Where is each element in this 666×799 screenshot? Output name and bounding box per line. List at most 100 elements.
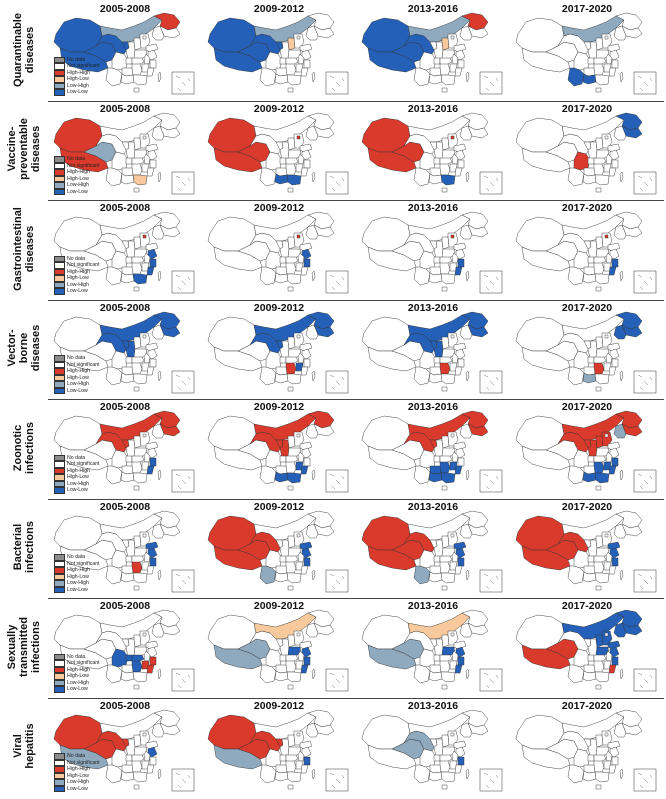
province-sx <box>287 236 296 250</box>
row-label: Zoonotic infections <box>0 398 48 498</box>
inset-islands <box>175 672 191 689</box>
legend-label: High-High <box>67 368 91 375</box>
period-title: 2013-2016 <box>407 102 459 115</box>
legend-swatch <box>54 255 65 262</box>
province-gd <box>440 671 456 683</box>
province-fj <box>300 67 309 77</box>
map-panel: 2005-2008 No data Not significant High-High… <box>48 597 202 697</box>
province-hub <box>439 455 453 464</box>
province-hen <box>133 248 148 259</box>
province-nm <box>561 712 625 739</box>
legend-item: High-High <box>54 69 100 76</box>
row-divider <box>48 399 664 400</box>
province-gd <box>286 373 302 384</box>
province-fj <box>608 266 617 276</box>
inset-islands <box>175 274 191 291</box>
legend-label: High-Low <box>67 673 89 680</box>
china-choropleth-map <box>515 112 657 194</box>
legend-label: Low-Low <box>67 89 88 96</box>
province-hen <box>133 348 148 358</box>
province-yn <box>259 664 277 684</box>
province-nm <box>407 115 471 142</box>
province-hun <box>593 461 605 474</box>
province-sx <box>133 535 142 548</box>
province-yn <box>413 664 431 684</box>
legend-swatch <box>54 188 65 195</box>
province-sc <box>573 250 591 270</box>
period-title: 2005-2008 <box>99 301 151 314</box>
china-choropleth-map <box>515 510 657 592</box>
province-cq <box>279 157 287 164</box>
province-han <box>287 87 294 93</box>
legend-item: Not significant <box>54 361 100 368</box>
legend-swatch <box>54 474 65 481</box>
province-tw <box>311 370 316 381</box>
legend-swatch <box>54 785 65 792</box>
province-nm <box>99 612 163 640</box>
province-hun <box>593 660 605 673</box>
china-choropleth-map <box>53 410 195 493</box>
inset-islands <box>637 772 653 788</box>
province-sx <box>595 634 604 648</box>
province-gd <box>440 771 456 782</box>
province-hen <box>441 646 456 657</box>
province-ln <box>151 423 165 439</box>
legend-label: Low-High <box>67 580 89 587</box>
legend-item: High-High <box>54 567 100 574</box>
province-fj <box>300 465 309 475</box>
china-choropleth-map <box>515 410 657 493</box>
province-yn <box>105 565 123 584</box>
province-cq <box>279 654 287 662</box>
legend-swatch <box>54 461 65 468</box>
province-ln <box>305 25 319 41</box>
province-sc <box>111 449 129 469</box>
province-cq <box>125 754 133 761</box>
province-nm <box>407 712 471 739</box>
legend-item: Low-High <box>54 580 100 587</box>
province-sx <box>133 435 142 449</box>
legend-item: Low-Low <box>54 188 100 195</box>
row-label: Vector-borne diseases <box>0 299 48 399</box>
province-han <box>441 87 448 93</box>
china-choropleth-map <box>207 510 349 592</box>
province-zj <box>303 756 311 765</box>
legend-label: Not significant <box>67 461 100 468</box>
province-hun <box>285 362 297 374</box>
map-panel: 2017-2020 <box>510 697 664 797</box>
province-fj <box>300 664 309 674</box>
province-cq <box>279 455 287 463</box>
legend-swatch <box>54 268 65 275</box>
legend-swatch <box>54 653 65 660</box>
legend-swatch <box>54 560 65 567</box>
province-cq <box>587 256 595 264</box>
map-panel: 2017-2020 <box>510 597 664 697</box>
legend-label: No data <box>67 554 86 561</box>
province-yn <box>105 266 123 286</box>
inset-islands <box>483 175 499 191</box>
province-yn <box>567 565 585 584</box>
province-ln <box>151 224 165 240</box>
legend-item: High-Low <box>54 474 100 481</box>
province-nm <box>561 115 625 142</box>
legend-item: High-High <box>54 368 100 375</box>
province-han <box>595 386 602 391</box>
province-hub <box>285 754 299 762</box>
legend-swatch <box>54 573 65 580</box>
province-tw <box>465 171 470 182</box>
disease-row: 2005-2008 No data Not significant High-High… <box>48 498 664 598</box>
row-label-text: Sexually transmitted infections <box>6 616 43 677</box>
legend-label: Low-Low <box>67 288 88 295</box>
province-han <box>133 87 140 93</box>
map-panel: 2017-2020 <box>510 398 664 498</box>
province-fj <box>146 764 155 773</box>
map-panel: 2017-2020 <box>510 498 664 598</box>
legend-item: High-High <box>54 268 100 275</box>
province-sx <box>133 236 142 250</box>
province-sx <box>133 734 142 747</box>
province-han <box>441 386 448 391</box>
province-cq <box>433 654 441 662</box>
province-zj <box>457 59 465 69</box>
province-tw <box>311 171 316 182</box>
province-gd <box>440 572 456 583</box>
period-title: 2005-2008 <box>99 600 151 612</box>
